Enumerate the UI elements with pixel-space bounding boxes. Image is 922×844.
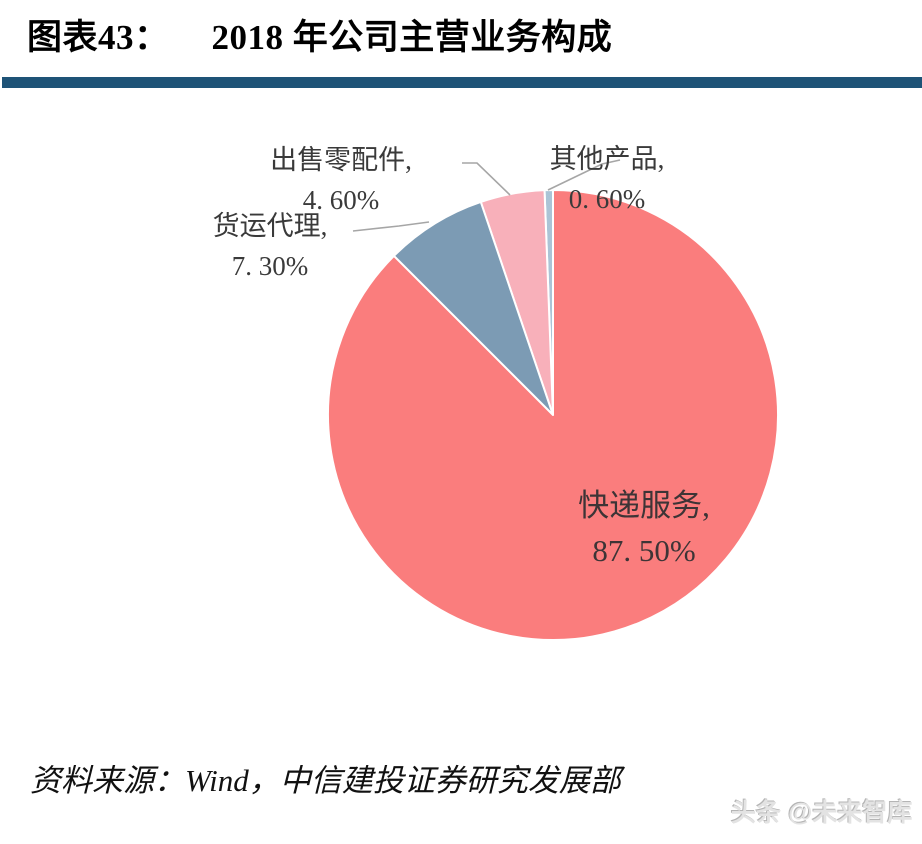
- pie-slice-express-service: [327, 189, 779, 641]
- slice-label-express-service: 快递服务, 87. 50%: [578, 483, 710, 573]
- figure-title: 图表43： 2018 年公司主营业务构成: [27, 16, 612, 60]
- title-divider: [2, 77, 922, 88]
- figure-subject: 2018 年公司主营业务构成: [211, 18, 613, 57]
- pie-slice-freight-forwarding: [392, 200, 554, 416]
- slice-label-percent: 7. 30%: [231, 251, 309, 281]
- slice-label-freight-forwarding: 货运代理, 7. 30%: [213, 206, 328, 286]
- slice-label-name: 快递服务,: [578, 488, 710, 523]
- slice-label-name: 货运代理,: [212, 211, 328, 241]
- watermark: 头条 @未来智库: [731, 799, 913, 827]
- slice-label-other-products: 其他产品, 0. 60%: [550, 139, 665, 219]
- leader-line-freight-forwarding: [352, 221, 430, 232]
- slice-label-name: 其他产品,: [549, 144, 665, 174]
- slice-label-percent: 4. 60%: [302, 185, 380, 215]
- source-note: 资料来源：Wind，中信建投证券研究发展部: [30, 763, 621, 798]
- figure-number-label: 图表43：: [27, 18, 170, 57]
- slice-label-spare-parts: 出售零配件, 4. 60%: [270, 140, 412, 220]
- slice-label-name: 出售零配件,: [270, 145, 412, 175]
- pie-svg: [327, 159, 779, 641]
- leader-line-spare-parts: [462, 162, 511, 196]
- slice-label-percent: 0. 60%: [568, 184, 646, 214]
- leader-line-other-products: [547, 159, 621, 191]
- slice-label-percent: 87. 50%: [592, 533, 696, 568]
